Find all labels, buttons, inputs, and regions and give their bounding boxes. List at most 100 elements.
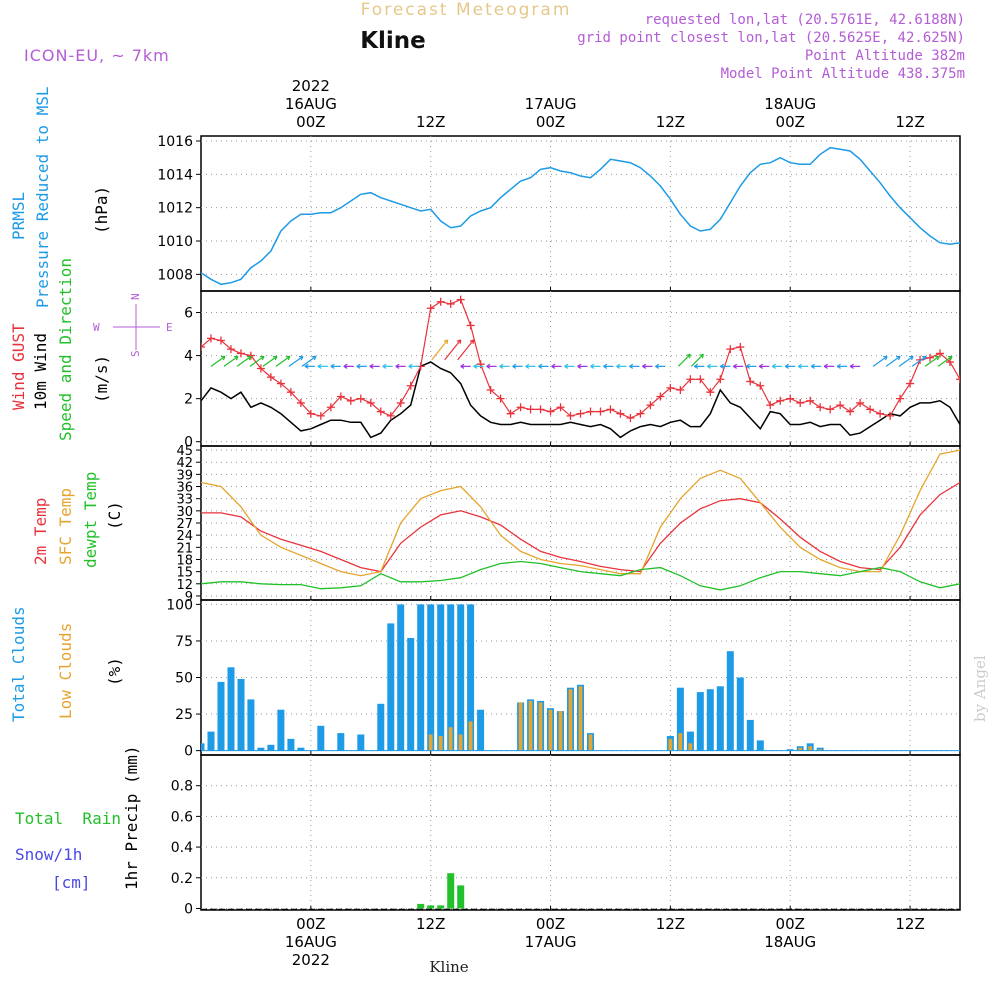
wind-arrow (690, 353, 704, 367)
wind-arrow-head (707, 363, 712, 369)
gust-marker (236, 349, 245, 358)
total-cloud-bar (247, 699, 255, 751)
gust-marker (526, 405, 535, 414)
total-cloud-bar (317, 725, 325, 751)
y-tick-label: 0.6 (171, 809, 193, 825)
pressure-label-1: PRMSL (9, 192, 28, 240)
wind-speed-line (201, 361, 960, 439)
wind-arrow-head (330, 363, 335, 369)
low-cloud-bar (668, 738, 673, 751)
total-rain-label: Total Rain (15, 809, 121, 828)
gust-marker (616, 409, 625, 418)
wind-arrow-head (810, 363, 815, 369)
top-time-label: 12Z (416, 113, 445, 131)
wind-arrow-head (473, 363, 478, 369)
y-tick-label: 1010 (157, 234, 193, 250)
snow-label: Snow/1h (15, 845, 82, 864)
low-cloud-bar (798, 747, 803, 751)
total-cloud-bar (277, 709, 285, 751)
gust-marker (276, 379, 285, 388)
low-cloud-bar (538, 702, 543, 751)
rain-bar (417, 903, 425, 909)
gust-marker (216, 336, 225, 345)
gust-marker (466, 321, 475, 330)
y-tick-label: 100 (166, 597, 193, 613)
total-cloud-bar (467, 604, 475, 751)
wind-panel: 0 2 4 6 (184, 290, 961, 451)
wind-arrow-head (745, 363, 751, 369)
gust-marker (806, 396, 815, 405)
wind-arrow-head (603, 363, 608, 369)
total-cloud-bar (217, 681, 225, 751)
wind-arrow-head (499, 363, 504, 369)
low-cloud-bar (688, 743, 693, 751)
gust-marker (476, 360, 485, 369)
gust-marker (776, 396, 785, 405)
wind-arrow-head (896, 355, 901, 361)
gust-marker (576, 409, 585, 418)
bottom-time-label: 00Z (776, 915, 805, 933)
bottom-time-label: 16AUG (285, 933, 337, 951)
wind-arrow-head (823, 363, 828, 369)
total-cloud-bar (357, 734, 365, 751)
rain-bar (447, 873, 455, 909)
gust-marker (266, 373, 275, 382)
gust-marker (666, 383, 675, 392)
gust-marker (536, 405, 545, 414)
y-tick-label: 9 (185, 590, 193, 605)
wind-arrow-head (272, 355, 278, 361)
low-cloud-bar (818, 749, 823, 751)
total-cloud-bar (726, 651, 734, 751)
gust-marker (546, 407, 555, 416)
wind-arrow-head (469, 339, 475, 344)
gust-marker (706, 388, 715, 397)
rain-bar (437, 905, 445, 909)
y-tick-label: 12 (176, 578, 193, 593)
bottom-time-label: 00Z (296, 915, 325, 933)
y-tick-label: 0 (184, 435, 193, 451)
top-time-label: 00Z (536, 113, 565, 131)
total-cloud-bar (816, 747, 824, 751)
pressure-label-2: Pressure Reduced to MSL (33, 86, 52, 308)
gust-marker (436, 297, 445, 306)
wind-arrow-head (369, 363, 374, 369)
gust-marker (296, 398, 305, 407)
gust-marker (246, 351, 255, 360)
top-time-label: 12Z (895, 113, 924, 131)
low-cloud-bar (448, 727, 453, 751)
temp-sfc-line (201, 449, 960, 577)
gust-marker (726, 345, 735, 354)
wind-arrow-head (456, 339, 462, 344)
y-tick-label: 18 (176, 553, 193, 568)
y-tick-label: 50 (175, 671, 193, 687)
wind-arrow-head (642, 363, 647, 369)
low-cloud-bar (468, 721, 473, 751)
y-tick-label: 1012 (157, 201, 193, 217)
wind-arrow (872, 355, 888, 367)
temperature-data (201, 449, 960, 591)
gust-marker (936, 349, 945, 358)
gust-marker (586, 407, 595, 416)
wind-arrow (236, 355, 252, 367)
low-cloud-bar (558, 711, 563, 751)
top-time-label: 00Z (776, 113, 805, 131)
wind-arrow-head (883, 355, 888, 361)
y-tick-label: 0.4 (171, 840, 193, 856)
gust-marker (606, 405, 615, 414)
wind-arrow (210, 355, 226, 367)
gust-marker (486, 386, 495, 395)
pressure-label-units: (hPa) (92, 186, 111, 234)
y-tick-label: 33 (176, 493, 193, 508)
clouds-panel: 0 25 50 75 100 (166, 597, 961, 760)
total-cloud-bar (207, 731, 215, 751)
wind-arrow-head (629, 363, 634, 369)
y-tick-label: 0 (184, 744, 193, 760)
wind-arrow-head (525, 363, 530, 369)
compass-rose: N S W E (93, 293, 173, 357)
y-tick-label: 15 (176, 566, 193, 581)
wind-arrow (444, 339, 462, 361)
wind-arrow-head (655, 363, 660, 369)
wind-arrow (924, 355, 940, 367)
temp-2m-line (201, 481, 960, 573)
wind-arrow-head (317, 363, 322, 369)
